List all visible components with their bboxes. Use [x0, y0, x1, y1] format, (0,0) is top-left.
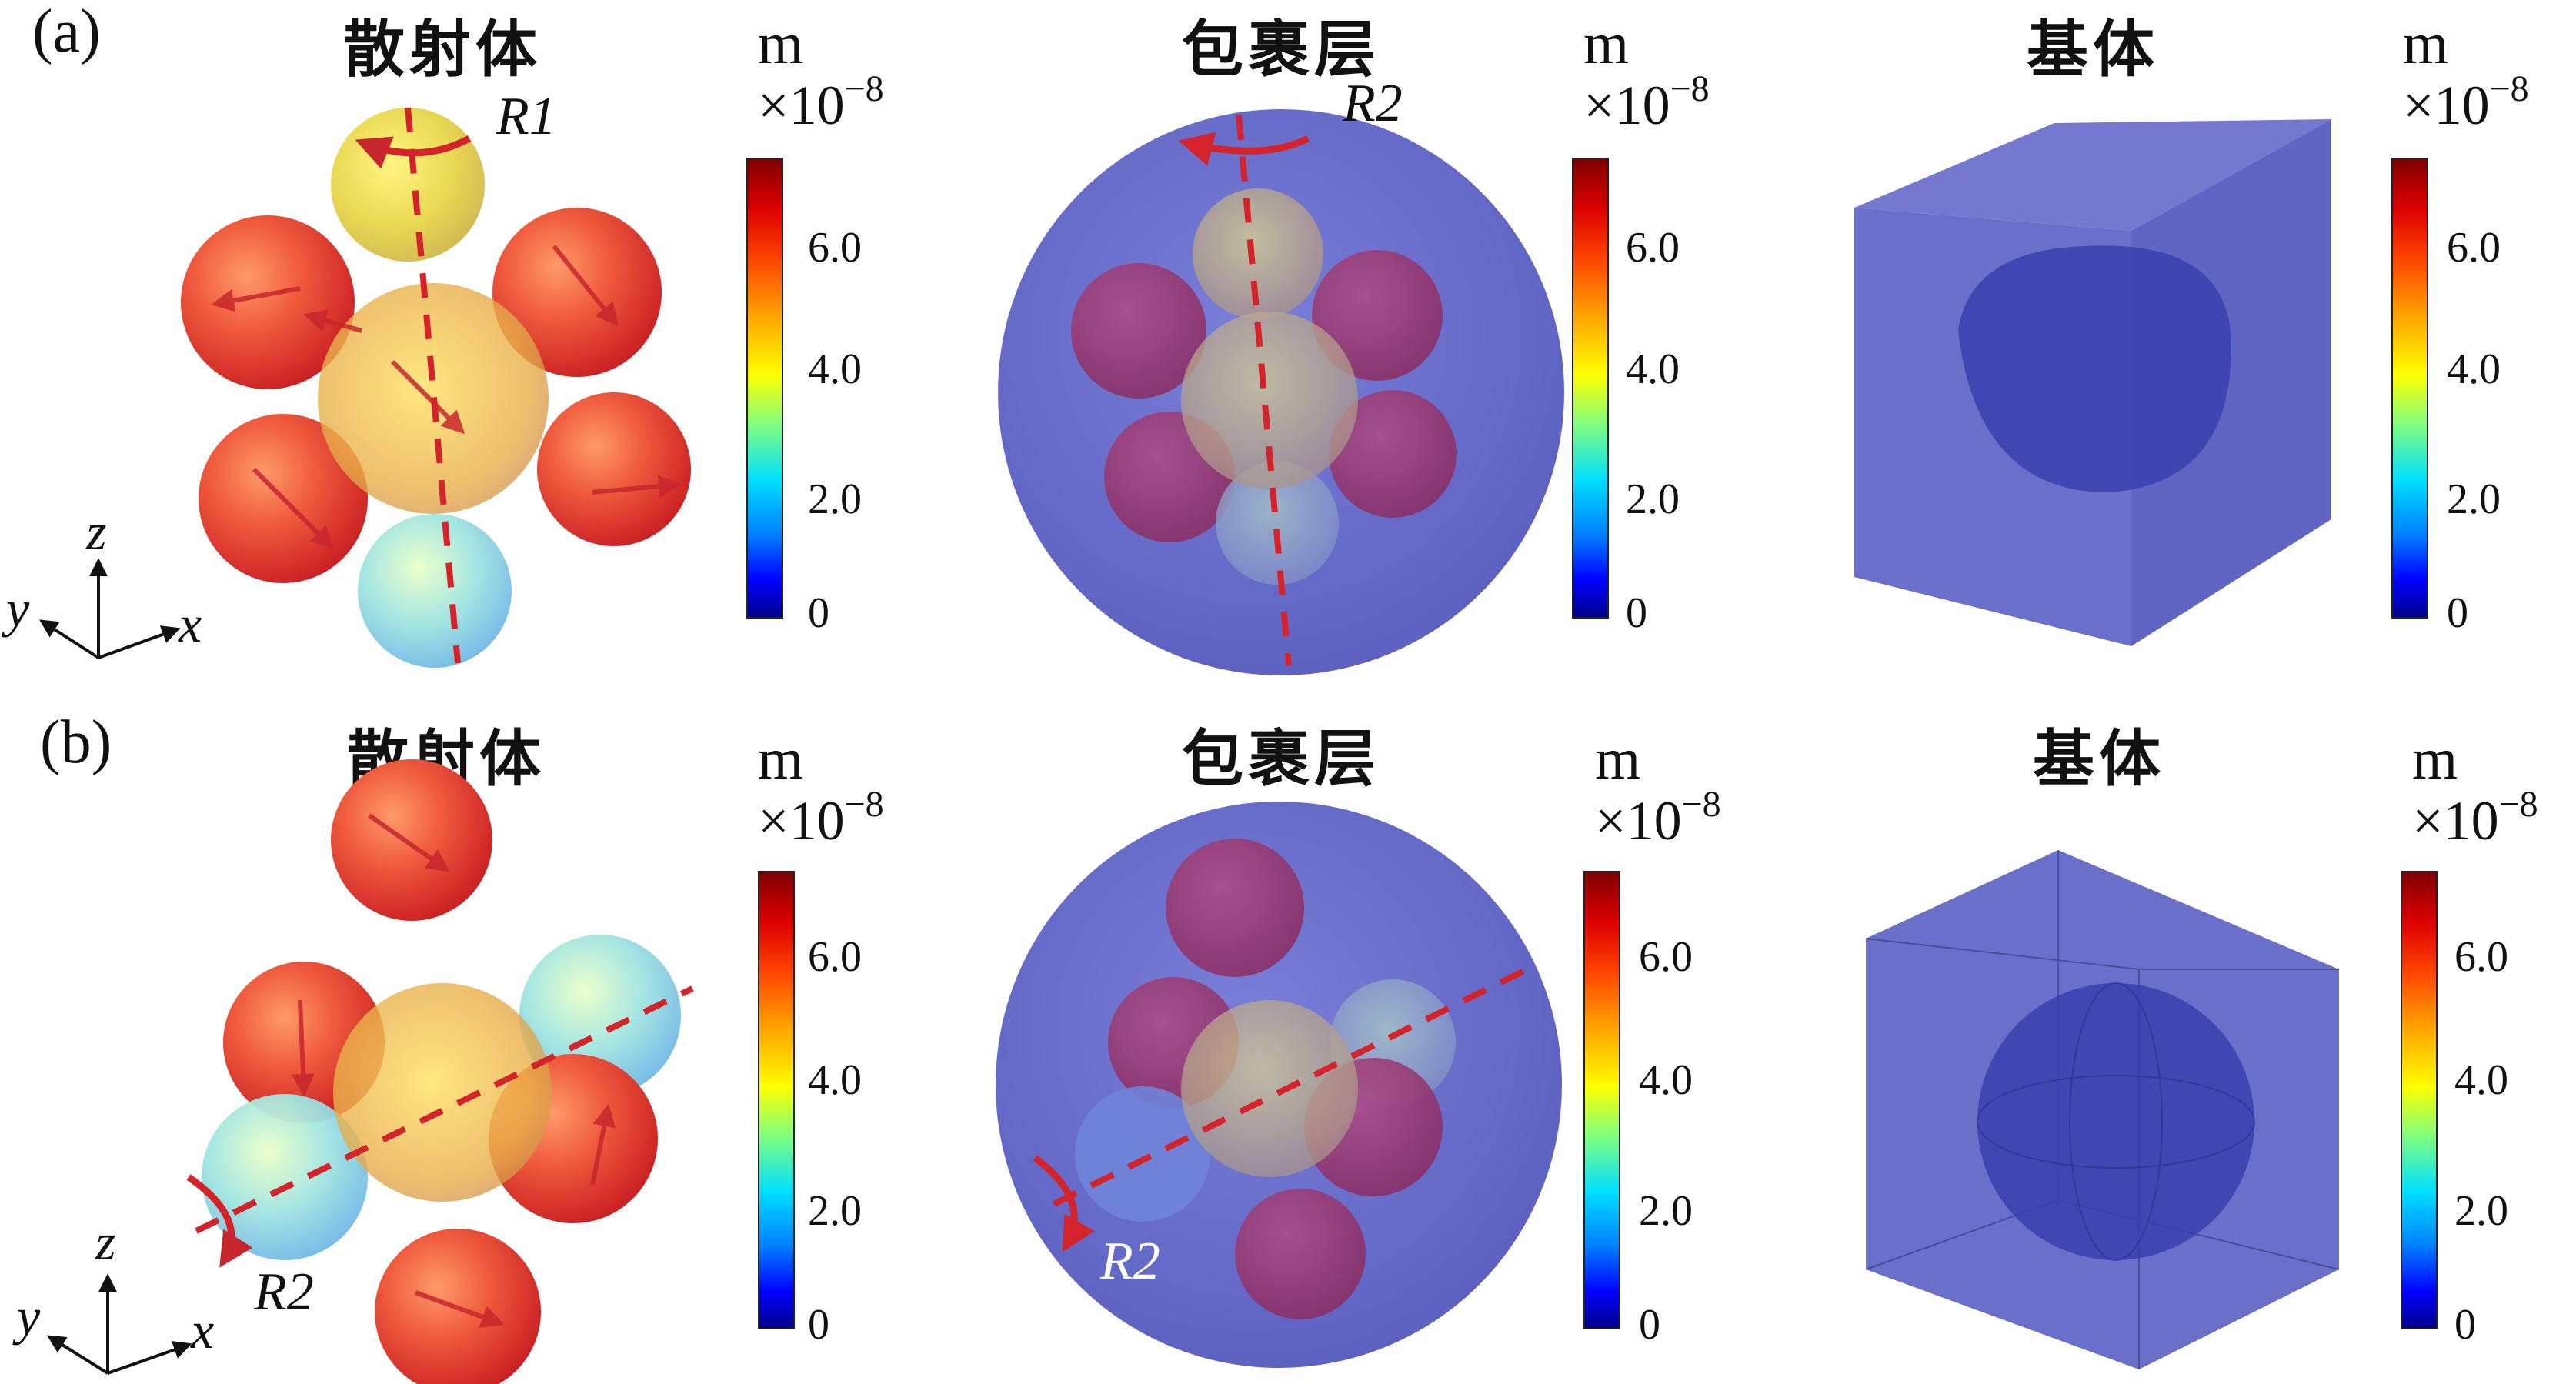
rotation-axis-coating-b: [1053, 966, 1529, 1207]
rotation-axis-coating-a: [1236, 115, 1292, 666]
tick-2-a1: 2.0: [808, 475, 862, 523]
cube-top-face-a: [1854, 119, 2331, 231]
rotation-arrow-r1: [355, 135, 472, 169]
colorbar-multiplier-a1: ×10−8: [758, 68, 884, 136]
tick-4-a1: 4.0: [808, 345, 862, 393]
colorbar-multiplier-a2: ×10−8: [1583, 68, 1710, 136]
displacement-arrows-a: [211, 245, 682, 550]
colorbar-multiplier-a3: ×10−8: [2403, 68, 2529, 136]
tick-6-a2: 6.0: [1626, 224, 1680, 272]
sphere-right-a: [492, 208, 662, 377]
tick-6-b3: 6.0: [2454, 933, 2508, 981]
rotation-axis-a: [405, 107, 461, 664]
colorbar-a1: [746, 158, 783, 619]
panel-label-b: (b): [40, 709, 112, 776]
tick-6-a3: 6.0: [2447, 224, 2501, 272]
displacement-arrows-b: [292, 813, 616, 1328]
panel-label-a: (a): [32, 0, 101, 65]
sphere-lower-right-a: [537, 392, 691, 546]
rotation-arrow-r2-coating-b: [1033, 1155, 1095, 1252]
tick-2-b1: 2.0: [808, 1187, 862, 1235]
sphere-top-b: [331, 759, 492, 921]
sphere-lower-left-b: [202, 1094, 368, 1260]
colorbar-a2: [1572, 158, 1609, 619]
colorbar-b2: [1583, 871, 1620, 1329]
scatterer-title-a: 散射体: [343, 14, 542, 85]
axis-y-b: y: [17, 1287, 41, 1346]
sphere-center-b: [333, 983, 552, 1202]
inner-sphere-bottom-a: [1216, 462, 1339, 585]
colorbar-b3: [2401, 871, 2438, 1329]
axis-x-a: x: [179, 595, 202, 653]
inner-sphere-top-b: [1166, 839, 1304, 977]
matrix-figure-b: [1865, 850, 2340, 1369]
inner-sphere-right-a: [1312, 250, 1443, 381]
cube-side-face-a: [2131, 119, 2331, 646]
rotation-label-r2-b: R2: [254, 1262, 314, 1322]
axis-z-b: z: [95, 1212, 116, 1271]
scatterer-figure-b: [46, 759, 694, 1384]
coating-figure-a: [998, 109, 1564, 675]
axis-x-b: x: [191, 1301, 215, 1359]
colorbar-unit-b3: m: [2412, 727, 2458, 792]
colorbar-multiplier-b2: ×10−8: [1595, 784, 1721, 852]
tick-4-a3: 4.0: [2447, 345, 2501, 393]
tick-0-b1: 0: [808, 1301, 829, 1349]
axis-triad-b: [46, 1273, 192, 1375]
sphere-bottom-a: [358, 514, 512, 668]
colorbar-unit-a3: m: [2403, 12, 2449, 76]
tick-6-b2: 6.0: [1639, 933, 1693, 981]
tick-6-a1: 6.0: [808, 224, 862, 272]
tick-4-b2: 4.0: [1639, 1056, 1693, 1104]
coating-figure-b: [996, 802, 1562, 1368]
colorbar-a3: [2391, 158, 2428, 619]
axis-z-a: z: [86, 502, 107, 561]
inner-sphere-top-a: [1193, 188, 1323, 319]
matrix-title-b: 基体: [2033, 723, 2165, 795]
inner-sphere-bottom-b: [1235, 1189, 1366, 1319]
inner-sphere-lower-left-b: [1075, 1086, 1210, 1222]
tick-4-a2: 4.0: [1626, 345, 1680, 393]
axis-y-a: y: [6, 579, 30, 638]
tick-0-a1: 0: [808, 589, 829, 637]
tick-4-b1: 4.0: [808, 1056, 862, 1104]
tick-2-b3: 2.0: [2454, 1187, 2508, 1235]
inner-sphere-mesh-b: [1977, 982, 2255, 1261]
colorbar-unit-b2: m: [1595, 727, 1641, 792]
tick-0-a2: 0: [1626, 589, 1647, 637]
inner-sphere-left-a: [1071, 263, 1206, 399]
tick-2-a2: 2.0: [1626, 475, 1680, 523]
tick-0-b2: 0: [1639, 1301, 1660, 1349]
rotation-label-r2-coating-b: R2: [1100, 1232, 1160, 1291]
matrix-figure-a: [1854, 119, 2331, 646]
colorbar-unit-a2: m: [1583, 12, 1630, 76]
colorbar-multiplier-b3: ×10−8: [2412, 784, 2538, 852]
inner-sphere-lower-right-a: [1329, 390, 1457, 518]
sphere-left-a: [181, 215, 355, 389]
rotation-axis-b: [195, 985, 694, 1234]
matrix-inner-region-a: [1958, 245, 2231, 492]
inner-sphere-center-b: [1181, 1000, 1358, 1177]
rotation-label-r1: R1: [496, 87, 556, 146]
tick-2-b2: 2.0: [1639, 1187, 1693, 1235]
rotation-arrow-r2-a: [1178, 132, 1310, 166]
rotation-arrow-r2-b: [186, 1174, 253, 1268]
tick-4-b3: 4.0: [2454, 1056, 2508, 1104]
coating-title-a: 包裹层: [1182, 14, 1380, 85]
axis-triad-a: [38, 558, 181, 659]
rotation-label-r2-a: R2: [1343, 74, 1403, 133]
scatterer-figure-a: [38, 107, 691, 668]
inner-sphere-center-a: [1181, 312, 1358, 489]
colorbar-b1: [758, 871, 795, 1329]
tick-6-b1: 6.0: [808, 933, 862, 981]
tick-0-b3: 0: [2454, 1301, 2476, 1349]
colorbar-unit-a1: m: [758, 12, 804, 76]
tick-2-a3: 2.0: [2447, 475, 2501, 523]
coating-title-b: 包裹层: [1182, 723, 1380, 795]
colorbar-unit-b1: m: [758, 727, 804, 792]
colorbar-multiplier-b1: ×10−8: [758, 784, 884, 852]
matrix-title-a: 基体: [2027, 14, 2159, 85]
tick-0-a3: 0: [2447, 589, 2468, 637]
matrix-inner-sphere-b: [1977, 983, 2254, 1260]
